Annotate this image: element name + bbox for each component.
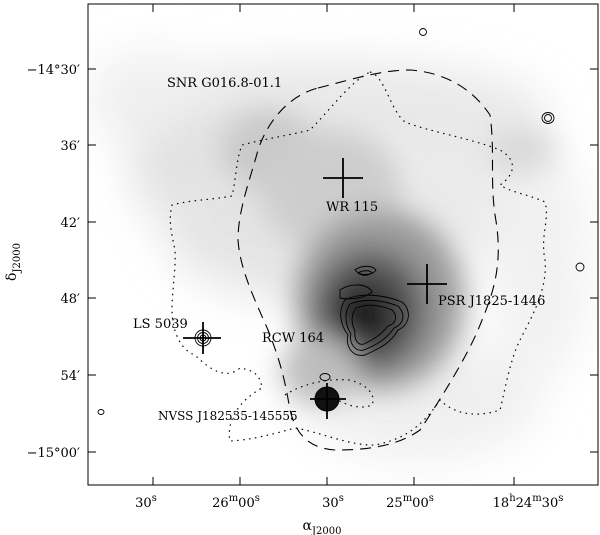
label-wr115: WR 115 (326, 200, 378, 215)
ls5039-marker (183, 322, 221, 354)
x-tick-label: 18h24m30s (493, 493, 564, 511)
label-ls5039: LS 5039 (133, 317, 188, 332)
y-tick-label: 54′ (61, 369, 81, 384)
psr-marker (407, 264, 447, 304)
label-nvss: NVSS J182535-145555 (158, 409, 298, 423)
y-tick-label: −15°00′ (27, 446, 80, 461)
small-contours (97, 28, 585, 415)
wr115-marker (323, 158, 363, 198)
y-axis-ticks (88, 68, 598, 453)
label-rcw164: RCW 164 (262, 331, 324, 346)
plot-frame (87, 3, 599, 486)
x-tick-label: 30s (322, 493, 344, 511)
x-tick-label: 25m00s (386, 493, 434, 511)
y-tick-label: 42′ (61, 216, 81, 231)
greyscale-emission-map (88, 4, 598, 485)
x-axis-ticks (152, 4, 515, 485)
rcw164-contours (339, 265, 409, 356)
x-tick-label: 30s (135, 493, 157, 511)
y-tick-label: −14°30′ (27, 63, 80, 78)
y-tick-label: 36′ (61, 139, 81, 154)
x-tick-label: 26m00s (212, 493, 260, 511)
y-tick-label: 48′ (61, 292, 81, 307)
label-psr: PSR J1825-1446 (438, 294, 545, 309)
x-axis-title: αJ2000 (303, 518, 342, 535)
nvss-marker (310, 383, 346, 419)
snr-dashed-contour (237, 69, 499, 451)
y-axis-title: δJ2000 (4, 243, 23, 281)
label-snr: SNR G016.8-01.1 (167, 76, 282, 91)
